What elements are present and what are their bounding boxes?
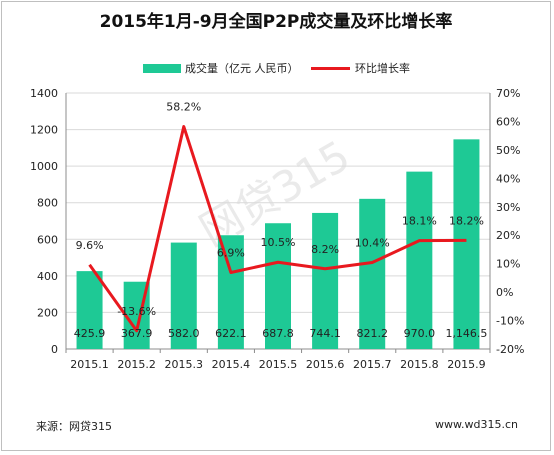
x-axis-tick-label: 2015.2 [117,358,156,371]
bar-2015.3 [170,242,197,349]
x-axis-tick-label: 2015.1 [70,358,109,371]
left-axis-tick-label: 200 [37,306,58,319]
legend-label-growth: 环比增长率 [355,61,410,75]
website-url: www.wd315.cn [435,418,518,431]
bar-2015.9 [453,139,480,349]
legend-swatch-volume [143,64,181,73]
left-axis-tick-label: 800 [37,197,58,210]
legend-label-volume: 成交量（亿元 人民币） [185,61,299,75]
x-axis-tick-label: 2015.7 [353,358,392,371]
growth-rate-label: 10.4% [355,237,390,250]
growth-rate-label: 9.6% [76,239,104,252]
source-note: 来源：网贷315 [36,420,112,433]
bar-2015.6 [312,212,339,349]
x-axis-tick-label: 2015.6 [306,358,345,371]
right-axis-tick-label: -20% [496,343,524,356]
left-axis-tick-label: 1000 [30,160,58,173]
bar-2015.1 [76,271,103,349]
x-axis-tick-label: 2015.5 [259,358,298,371]
bar-value-label: 622.1 [215,327,247,340]
bar-value-label: 687.8 [262,327,294,340]
bar-2015.8 [406,171,433,349]
chart: 2015年1月-9月全国P2P成交量及环比增长率 成交量（亿元 人民币） 环比增… [30,11,524,371]
right-axis-tick-label: 0% [496,286,513,299]
bar-value-label: 821.2 [356,327,388,340]
bar-2015.4 [217,235,244,349]
growth-rate-label: 18.1% [402,215,437,228]
growth-rate-label: 10.5% [261,236,296,249]
bar-2015.5 [265,223,291,349]
bar-value-label: 970.0 [404,327,436,340]
bar-2015.7 [359,198,386,349]
right-axis-tick-label: 10% [496,258,520,271]
x-axis-tick-label: 2015.4 [212,358,251,371]
growth-rate-label: 58.2% [166,101,201,114]
legend: 成交量（亿元 人民币） 环比增长率 [143,61,410,75]
growth-rate-label: -13.6% [117,305,156,318]
bar-value-label: 582.0 [168,327,200,340]
left-axis-tick-label: 0 [51,343,58,356]
chart-title: 2015年1月-9月全国P2P成交量及环比增长率 [100,11,453,32]
growth-rate-label: 18.2% [449,214,484,227]
bar-value-label: 367.9 [121,327,153,340]
bar-value-label: 744.1 [309,327,341,340]
right-axis-tick-label: 50% [496,144,520,157]
left-axis-tick-label: 1400 [30,87,58,100]
x-axis-tick-label: 2015.3 [165,358,204,371]
growth-rate-line [88,125,467,333]
plot-area: 0 200 400 600 800 1000 1200 1400 -20% -10% 0% 10% 20… [30,87,524,371]
growth-rate-label: 8.2% [311,243,339,256]
growth-rate-label: 6.9% [217,246,245,259]
right-axis-tick-label: 20% [496,229,520,242]
left-axis-tick-label: 600 [37,233,58,246]
bar-value-label: 1,146.5 [445,327,487,340]
right-axis-tick-label: -10% [496,315,524,328]
right-axis-tick-label: 60% [496,115,520,128]
x-axis-tick-label: 2015.9 [447,358,486,371]
right-axis-tick-label: 30% [496,201,520,214]
bar-value-label: 425.9 [74,327,106,340]
x-axis-tick-label: 2015.8 [400,358,439,371]
right-axis-tick-label: 40% [496,172,520,185]
right-axis-tick-label: 70% [496,87,520,100]
left-axis-tick-label: 400 [37,270,58,283]
left-axis-tick-label: 1200 [30,124,58,137]
